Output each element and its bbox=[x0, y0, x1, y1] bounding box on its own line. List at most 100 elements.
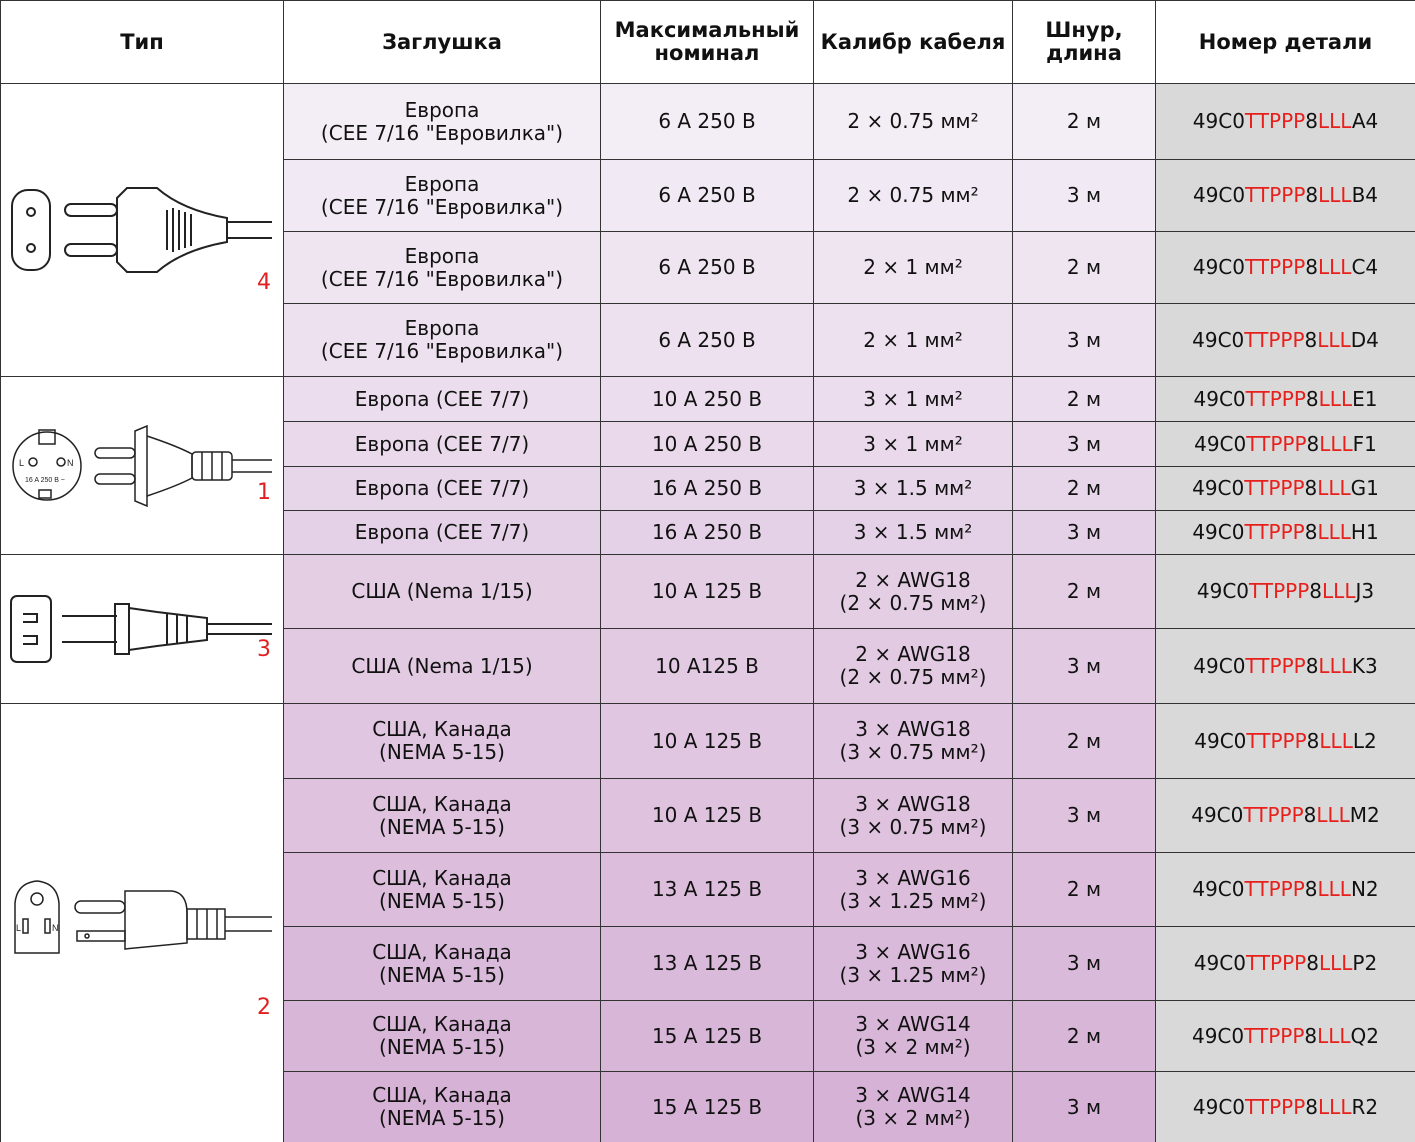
part-segment: 49C0 bbox=[1192, 183, 1246, 207]
plug-icon bbox=[11, 187, 272, 273]
cable-cell: 2 × 0.75 мм² bbox=[813, 159, 1013, 232]
part-segment: TTPPP bbox=[1246, 728, 1307, 753]
plug-cell: США, Канада (NEMA 5-15) bbox=[283, 703, 601, 779]
part-segment: LLL bbox=[1317, 1023, 1351, 1048]
part-number: 49C0TTPPP8LLLC4 bbox=[1155, 231, 1415, 304]
part-segment: 8 bbox=[1306, 951, 1319, 975]
cord-cell: 3 м bbox=[1012, 628, 1156, 704]
part-number: 49C0TTPPP8LLLB4 bbox=[1155, 159, 1415, 232]
cable-cell: 3 × 1.5 мм² bbox=[813, 466, 1013, 511]
plug-cell: Европа (CEE 7/7) bbox=[283, 466, 601, 511]
rating-cell: 10 A 125 В bbox=[600, 778, 814, 853]
part-segment: TTPPP bbox=[1244, 1023, 1305, 1048]
part-segment: 49C0 bbox=[1191, 1023, 1245, 1048]
part-segment: A4 bbox=[1351, 109, 1379, 133]
part-segment: LLL bbox=[1316, 803, 1350, 827]
cord-cell: 3 м bbox=[1012, 421, 1156, 467]
part-segment: 8 bbox=[1303, 803, 1317, 827]
cable-cell: 3 × AWG18 (3 × 0.75 мм²) bbox=[813, 778, 1013, 853]
icon-label: 16 A 250 B ~ bbox=[25, 477, 65, 484]
part-segment: H1 bbox=[1350, 520, 1379, 544]
plug-icon: L N 16 A 250 B ~ bbox=[12, 424, 272, 507]
part-segment: N2 bbox=[1350, 877, 1379, 901]
header-cell: Номер детали bbox=[1155, 0, 1415, 84]
part-number: 49C0TTPPP8LLLJ3 bbox=[1155, 554, 1415, 629]
part-number: 49C0TTPPP8LLLH1 bbox=[1155, 510, 1415, 555]
part-segment: 8 bbox=[1305, 183, 1319, 207]
cord-cell: 3 м bbox=[1012, 926, 1156, 1001]
rating-cell: 16 A 250 В bbox=[600, 510, 814, 555]
plug-cell: США, Канада (NEMA 5-15) bbox=[283, 778, 601, 853]
cable-cell: 3 × AWG18 (3 × 0.75 мм²) bbox=[813, 703, 1013, 779]
part-segment: LLL bbox=[1319, 728, 1353, 753]
part-segment: 8 bbox=[1304, 327, 1318, 352]
part-segment: Q2 bbox=[1350, 1023, 1380, 1048]
part-segment: F1 bbox=[1352, 431, 1377, 456]
cable-cell: 3 × 1.5 мм² bbox=[813, 510, 1013, 555]
part-segment: B4 bbox=[1351, 183, 1379, 207]
cord-cell: 2 м bbox=[1012, 376, 1156, 422]
part-segment: LLL bbox=[1317, 520, 1351, 544]
cord-cell: 2 м bbox=[1012, 852, 1156, 927]
plug-cell: США, Канада (NEMA 5-15) bbox=[283, 852, 601, 927]
part-segment: 49C0 bbox=[1194, 728, 1247, 753]
part-segment: 8 bbox=[1309, 579, 1323, 603]
icon-label: L bbox=[16, 923, 21, 933]
part-number: 49C0TTPPP8LLLM2 bbox=[1155, 778, 1415, 853]
part-segment: TTPPP bbox=[1243, 803, 1304, 827]
rating-cell: 10 A 125 В bbox=[600, 554, 814, 629]
part-segment: 49C0 bbox=[1192, 476, 1245, 500]
plug-cell: Европа (CEE 7/16 "Евровилка") bbox=[283, 83, 601, 160]
rating-cell: 6 A 250 В bbox=[600, 83, 814, 160]
part-number: 49C0TTPPP8LLLF1 bbox=[1155, 421, 1415, 467]
part-segment: LLL bbox=[1318, 653, 1352, 678]
cable-cell: 2 × 0.75 мм² bbox=[813, 83, 1013, 160]
part-segment: TTPPP bbox=[1245, 183, 1306, 207]
cable-cell: 3 × AWG16 (3 × 1.25 мм²) bbox=[813, 926, 1013, 1001]
part-segment: TTPPP bbox=[1244, 877, 1305, 901]
part-segment: L2 bbox=[1352, 728, 1377, 753]
cord-cell: 2 м bbox=[1012, 1000, 1156, 1072]
part-segment: TTPPP bbox=[1245, 653, 1306, 678]
cord-cell: 3 м bbox=[1012, 1071, 1156, 1142]
part-number: 49C0TTPPP8LLLL2 bbox=[1155, 703, 1415, 779]
rating-cell: 10 A 250 В bbox=[600, 421, 814, 467]
plug-icon: L N bbox=[14, 880, 272, 954]
part-segment: 8 bbox=[1305, 255, 1318, 279]
cable-cell: 2 × AWG18 (2 × 0.75 мм²) bbox=[813, 554, 1013, 629]
part-segment: R2 bbox=[1351, 1094, 1379, 1119]
part-number: 49C0TTPPP8LLLA4 bbox=[1155, 83, 1415, 160]
part-segment: 8 bbox=[1306, 728, 1320, 753]
part-segment: 8 bbox=[1306, 431, 1320, 456]
part-segment: D4 bbox=[1350, 327, 1379, 352]
part-segment: P2 bbox=[1352, 951, 1378, 975]
part-segment: TTPPP bbox=[1249, 579, 1310, 603]
plug-cell: Европа (CEE 7/7) bbox=[283, 421, 601, 467]
part-number: 49C0TTPPP8LLLK3 bbox=[1155, 628, 1415, 704]
part-segment: LLL bbox=[1318, 951, 1353, 975]
part-segment: TTPPP bbox=[1244, 109, 1306, 133]
part-segment: 8 bbox=[1305, 653, 1319, 678]
part-number: 49C0TTPPP8LLLQ2 bbox=[1155, 1000, 1415, 1072]
rating-cell: 15 A 125 В bbox=[600, 1071, 814, 1142]
plug-cell: США, Канада (NEMA 5-15) bbox=[283, 1071, 601, 1142]
rating-cell: 10 A 250 В bbox=[600, 376, 814, 422]
cable-cell: 2 × 1 мм² bbox=[813, 231, 1013, 304]
part-segment: 8 bbox=[1304, 1023, 1318, 1048]
part-segment: TTPPP bbox=[1246, 431, 1307, 456]
part-segment: 49C0 bbox=[1192, 520, 1245, 544]
type-cell: L N 2 bbox=[0, 703, 284, 1142]
cable-cell: 3 × AWG16 (3 × 1.25 мм²) bbox=[813, 852, 1013, 927]
part-segment: 49C0 bbox=[1193, 951, 1246, 975]
part-segment: 49C0 bbox=[1191, 803, 1244, 827]
part-segment: LLL bbox=[1318, 255, 1352, 279]
part-segment: LLL bbox=[1317, 109, 1352, 133]
cable-cell: 2 × AWG18 (2 × 0.75 мм²) bbox=[813, 628, 1013, 704]
